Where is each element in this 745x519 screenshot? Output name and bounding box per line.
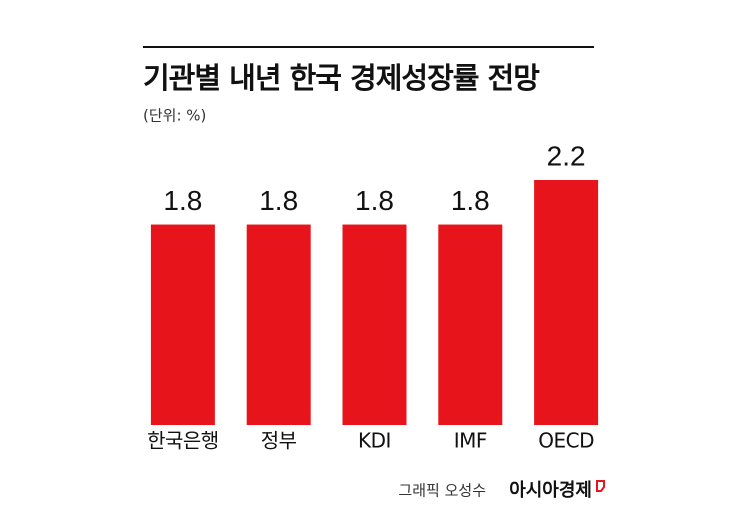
value-label: 1.8	[355, 185, 394, 216]
x-tick-label: 정부	[261, 429, 297, 453]
unit-label: (단위: %)	[143, 107, 206, 125]
x-tick-label: 한국은행	[147, 429, 219, 453]
brand: 아시아경제	[509, 480, 592, 501]
bar	[534, 180, 599, 425]
bar	[246, 224, 311, 425]
value-label: 2.2	[547, 140, 586, 171]
chart-title: 기관별 내년 한국 경제성장률 전망	[143, 61, 540, 95]
bar	[438, 224, 503, 425]
brand-icon	[596, 480, 605, 492]
credit: 그래픽 오성수	[398, 482, 486, 500]
x-tick-label: OECD	[538, 429, 594, 453]
value-label: 1.8	[259, 185, 298, 216]
x-tick-label: IMF	[454, 429, 487, 453]
bar	[342, 224, 407, 425]
value-label: 1.8	[163, 185, 202, 216]
value-label: 1.8	[451, 185, 490, 216]
x-tick-label: KDI	[358, 429, 391, 453]
bar	[150, 224, 215, 425]
